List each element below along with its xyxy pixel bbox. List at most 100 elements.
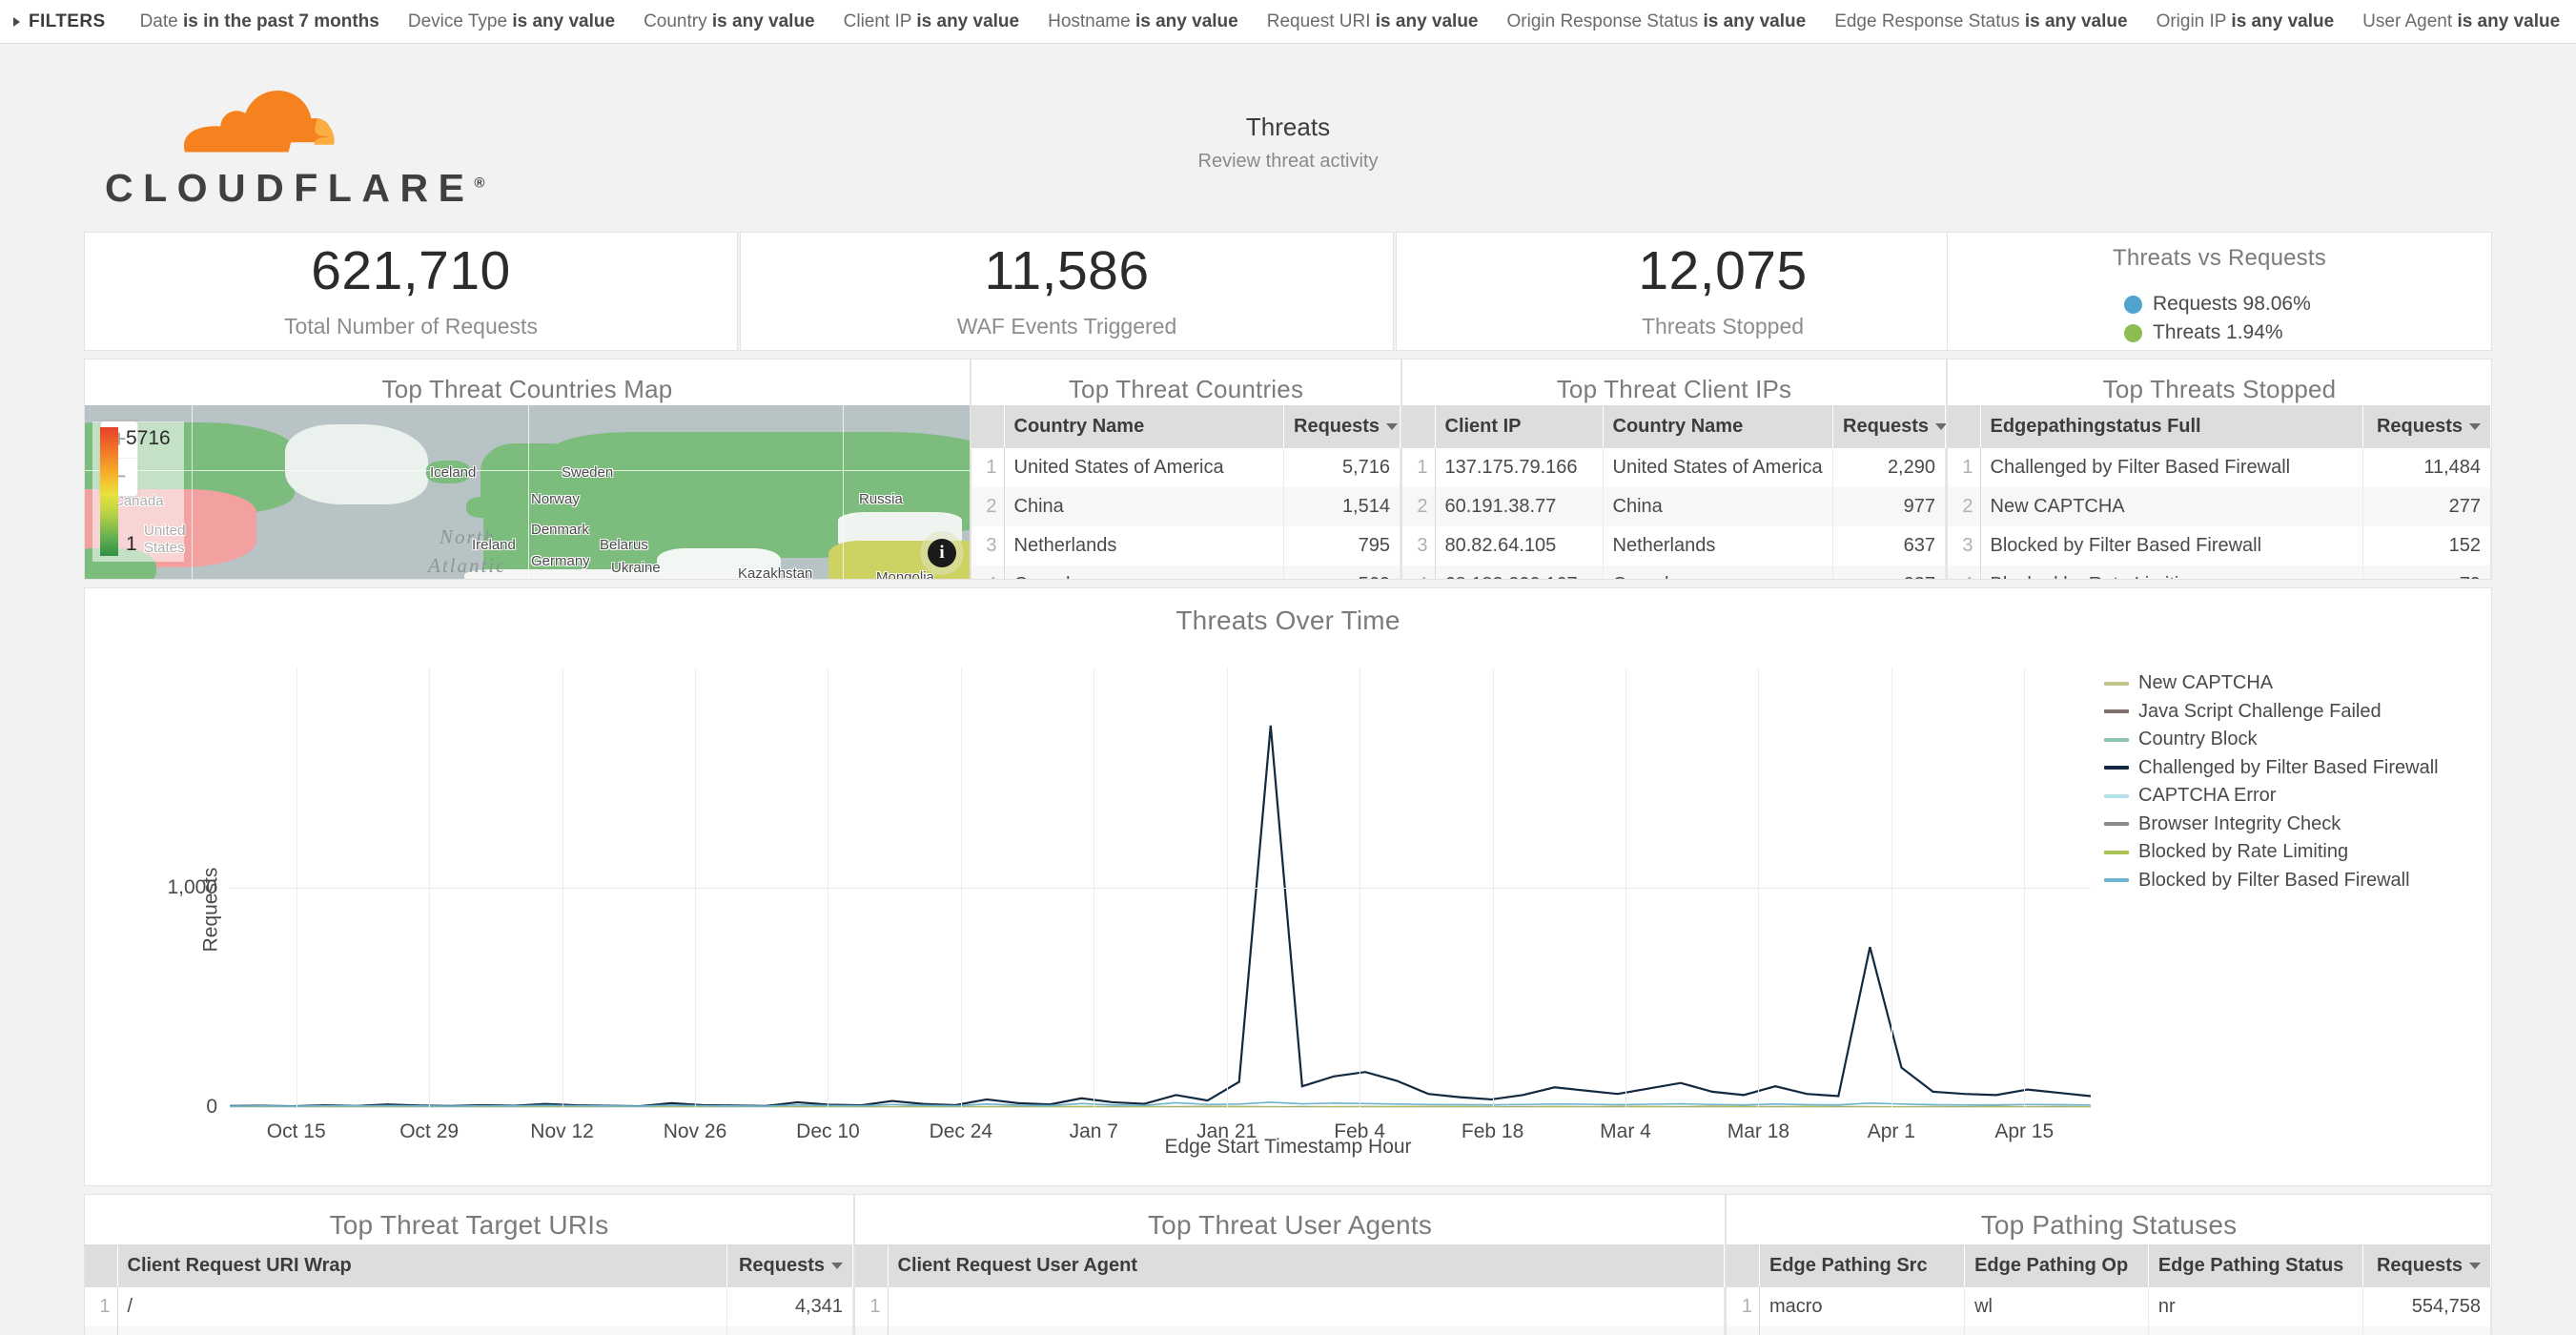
panel-top-threat-countries: Top Threat Countries Country Name Request… bbox=[971, 359, 1401, 580]
filter-chip-date[interactable]: Date is in the past 7 months bbox=[140, 11, 379, 31]
table-row[interactable]: 2Mozilla/5.0 (Macintosh; Intel Mac OS X … bbox=[855, 1326, 1725, 1335]
cell-country: United States of America bbox=[1603, 448, 1833, 487]
table-row[interactable]: 2 60.191.38.77 China 977 bbox=[1402, 487, 1946, 526]
column-header-edge-pathing-status[interactable]: Edge Pathing Status bbox=[2148, 1244, 2364, 1287]
table-row[interactable]: 4Blocked by Rate Limiting79 bbox=[1948, 565, 2491, 579]
chart-legend-item[interactable]: Java Script Challenge Failed bbox=[2104, 701, 2466, 723]
table-row[interactable]: 2 China 1,514 bbox=[971, 487, 1400, 526]
chart-legend[interactable]: New CAPTCHA Java Script Challenge Failed C… bbox=[2104, 672, 2466, 897]
legend-line-swatch bbox=[2104, 850, 2129, 854]
filter-chip-edge-response-status[interactable]: Edge Response Status is any value bbox=[1834, 11, 2127, 31]
filter-chip-hostname[interactable]: Hostname is any value bbox=[1048, 11, 1238, 31]
sort-descending-icon[interactable] bbox=[2469, 1263, 2481, 1270]
chart-legend-item[interactable]: Country Block bbox=[2104, 729, 2466, 750]
table-row[interactable]: 1/4,341 bbox=[85, 1287, 853, 1326]
column-header-country-name[interactable]: Country Name bbox=[1603, 405, 1833, 448]
table-row[interactable]: 468.183.200.167Canada237 bbox=[1402, 565, 1946, 579]
choropleth-map[interactable]: North Atlantic Ocean Canada United State… bbox=[85, 405, 970, 579]
table-scroll-area[interactable]: Country Name Requests 1 United States of Am… bbox=[971, 405, 1400, 579]
column-header-requests[interactable]: Requests bbox=[726, 1244, 853, 1287]
filter-chip-request-uri[interactable]: Request URI is any value bbox=[1267, 11, 1479, 31]
table-row[interactable]: 2/login/?login_only=12,992 bbox=[85, 1326, 853, 1335]
chart-legend-item[interactable]: Challenged by Filter Based Firewall bbox=[2104, 757, 2466, 779]
filter-value: is any value bbox=[2231, 10, 2335, 31]
table-row[interactable]: 3 Netherlands 795 bbox=[971, 526, 1400, 565]
country-label-ireland: Ireland bbox=[472, 537, 516, 553]
column-header-edge-pathing-op[interactable]: Edge Pathing Op bbox=[1964, 1244, 2149, 1287]
cell-requests: 795 bbox=[1283, 526, 1400, 565]
column-header-requests[interactable]: Requests bbox=[1832, 405, 1946, 448]
sort-descending-icon[interactable] bbox=[2469, 423, 2481, 431]
filter-value: is in the past 7 months bbox=[182, 10, 379, 31]
table-row[interactable]: 3 Blocked by Filter Based Firewall 152 bbox=[1948, 526, 2491, 565]
sort-descending-icon[interactable] bbox=[831, 1263, 843, 1270]
legend-item[interactable]: Threats 1.94% bbox=[2124, 321, 2491, 344]
column-header-edge-pathing-src[interactable]: Edge Pathing Src bbox=[1759, 1244, 1966, 1287]
chart-legend-item[interactable]: New CAPTCHA bbox=[2104, 672, 2466, 694]
chart-legend-item[interactable]: Blocked by Filter Based Firewall bbox=[2104, 870, 2466, 892]
column-header-edgepathingstatus-full[interactable]: Edgepathingstatus Full bbox=[1980, 405, 2363, 448]
filter-chip-device-type[interactable]: Device Type is any value bbox=[408, 11, 615, 31]
filter-chip-origin-ip[interactable]: Origin IP is any value bbox=[2157, 11, 2335, 31]
column-header-client-ip[interactable]: Client IP bbox=[1435, 405, 1604, 448]
column-header-label: Requests bbox=[1294, 416, 1380, 437]
filter-chip-user-agent[interactable]: User Agent is any value bbox=[2362, 11, 2560, 31]
row-index: 2 bbox=[85, 1326, 118, 1335]
column-header-label: Requests bbox=[738, 1255, 825, 1276]
cell-requests: 5,716 bbox=[1283, 448, 1400, 487]
table-row[interactable]: 3 80.82.64.105 Netherlands 637 bbox=[1402, 526, 1946, 565]
row-index: 2 bbox=[1402, 487, 1436, 526]
table-scroll-area[interactable]: Client Request URI Wrap Requests 1/4,3412/… bbox=[85, 1244, 853, 1335]
table-row[interactable]: 1 United States of America 5,716 bbox=[971, 448, 1400, 487]
filter-chip-origin-response-status[interactable]: Origin Response Status is any value bbox=[1507, 11, 1807, 31]
panel-title: Threats vs Requests bbox=[2113, 245, 2326, 271]
table-scroll-area[interactable]: Edge Pathing Src Edge Pathing Op Edge Path… bbox=[1727, 1244, 2491, 1335]
table-scroll-area[interactable]: Client IP Country Name Requests 1 137.175.79… bbox=[1402, 405, 1946, 579]
chart-legend-item[interactable]: Blocked by Rate Limiting bbox=[2104, 841, 2466, 863]
column-header-requests[interactable]: Requests bbox=[2362, 405, 2491, 448]
table-row[interactable]: 2skipwlaoCrawl37,834 bbox=[1727, 1326, 2491, 1335]
kpi-value: 621,710 bbox=[311, 239, 511, 301]
column-header-requests[interactable]: Requests bbox=[1283, 405, 1400, 448]
cell-requests: 2,290 bbox=[1832, 448, 1946, 487]
filters-toggle[interactable]: FILTERS bbox=[13, 11, 106, 32]
legend-item[interactable]: Requests 98.06% bbox=[2124, 293, 2491, 316]
cell-src: skip bbox=[1759, 1326, 1966, 1335]
kpi-total-requests: 621,710 Total Number of Requests bbox=[84, 232, 738, 351]
table-row[interactable]: 1 macro wl nr 554,758 bbox=[1727, 1287, 2491, 1326]
column-header-label: Requests bbox=[1843, 416, 1930, 437]
chart-legend-item[interactable]: CAPTCHA Error bbox=[2104, 785, 2466, 807]
info-icon[interactable]: i bbox=[928, 539, 956, 567]
kpi-label: WAF Events Triggered bbox=[956, 313, 1177, 339]
column-header-country-name[interactable]: Country Name bbox=[1004, 405, 1284, 448]
column-header-client-request-uri-wrap[interactable]: Client Request URI Wrap bbox=[117, 1244, 727, 1287]
cell-requests: 560 bbox=[1283, 565, 1400, 579]
table-row[interactable]: 1 Challenged by Filter Based Firewall 11,4… bbox=[1948, 448, 2491, 487]
filter-chip-country[interactable]: Country is any value bbox=[644, 11, 815, 31]
chart-legend-item[interactable]: Browser Integrity Check bbox=[2104, 813, 2466, 835]
column-header-requests[interactable]: Requests bbox=[2362, 1244, 2491, 1287]
table-row[interactable]: 2 New CAPTCHA 277 bbox=[1948, 487, 2491, 526]
sort-descending-icon[interactable] bbox=[1386, 423, 1399, 431]
sort-descending-icon[interactable] bbox=[1935, 423, 1946, 431]
title-block: Threats Review threat activity bbox=[0, 113, 2576, 173]
table-row[interactable]: 1 137.175.79.166 United States of America 2… bbox=[1402, 448, 1946, 487]
legend-label: Threats 1.94% bbox=[2153, 321, 2283, 343]
line-chart[interactable]: Requests 0 1,000 Oct 15 Oct 29 Nov 12 Nov 26 D… bbox=[85, 634, 2491, 1185]
filter-field: Origin Response Status bbox=[1506, 10, 1704, 31]
table-row[interactable]: 1 bbox=[855, 1287, 1725, 1326]
table-scroll-area[interactable]: Client Request User Agent 12Mozilla/5.0 (… bbox=[855, 1244, 1725, 1335]
column-header-client-request-user-agent[interactable]: Client Request User Agent bbox=[888, 1244, 1725, 1287]
cell-ua: Mozilla/5.0 (Macintosh; Intel Mac OS X 1… bbox=[888, 1326, 1725, 1335]
table-header-row: Client Request User Agent bbox=[855, 1244, 1725, 1287]
cell-op: wl bbox=[1964, 1287, 2149, 1326]
x-axis-tick-label: Mar 18 bbox=[1727, 1120, 1790, 1142]
legend-label: Requests 98.06% bbox=[2153, 293, 2311, 315]
graticule-horizontal bbox=[85, 470, 970, 471]
cloud-icon bbox=[184, 91, 335, 153]
table-row[interactable]: 4Canada560 bbox=[971, 565, 1400, 579]
gridline-horizontal bbox=[230, 1107, 2091, 1108]
filter-chip-client-ip[interactable]: Client IP is any value bbox=[844, 11, 1019, 31]
page-header: CLOUDFLARE® Threats Review threat activi… bbox=[0, 44, 2576, 210]
table-scroll-area[interactable]: Edgepathingstatus Full Requests 1 Challenge… bbox=[1948, 405, 2491, 579]
